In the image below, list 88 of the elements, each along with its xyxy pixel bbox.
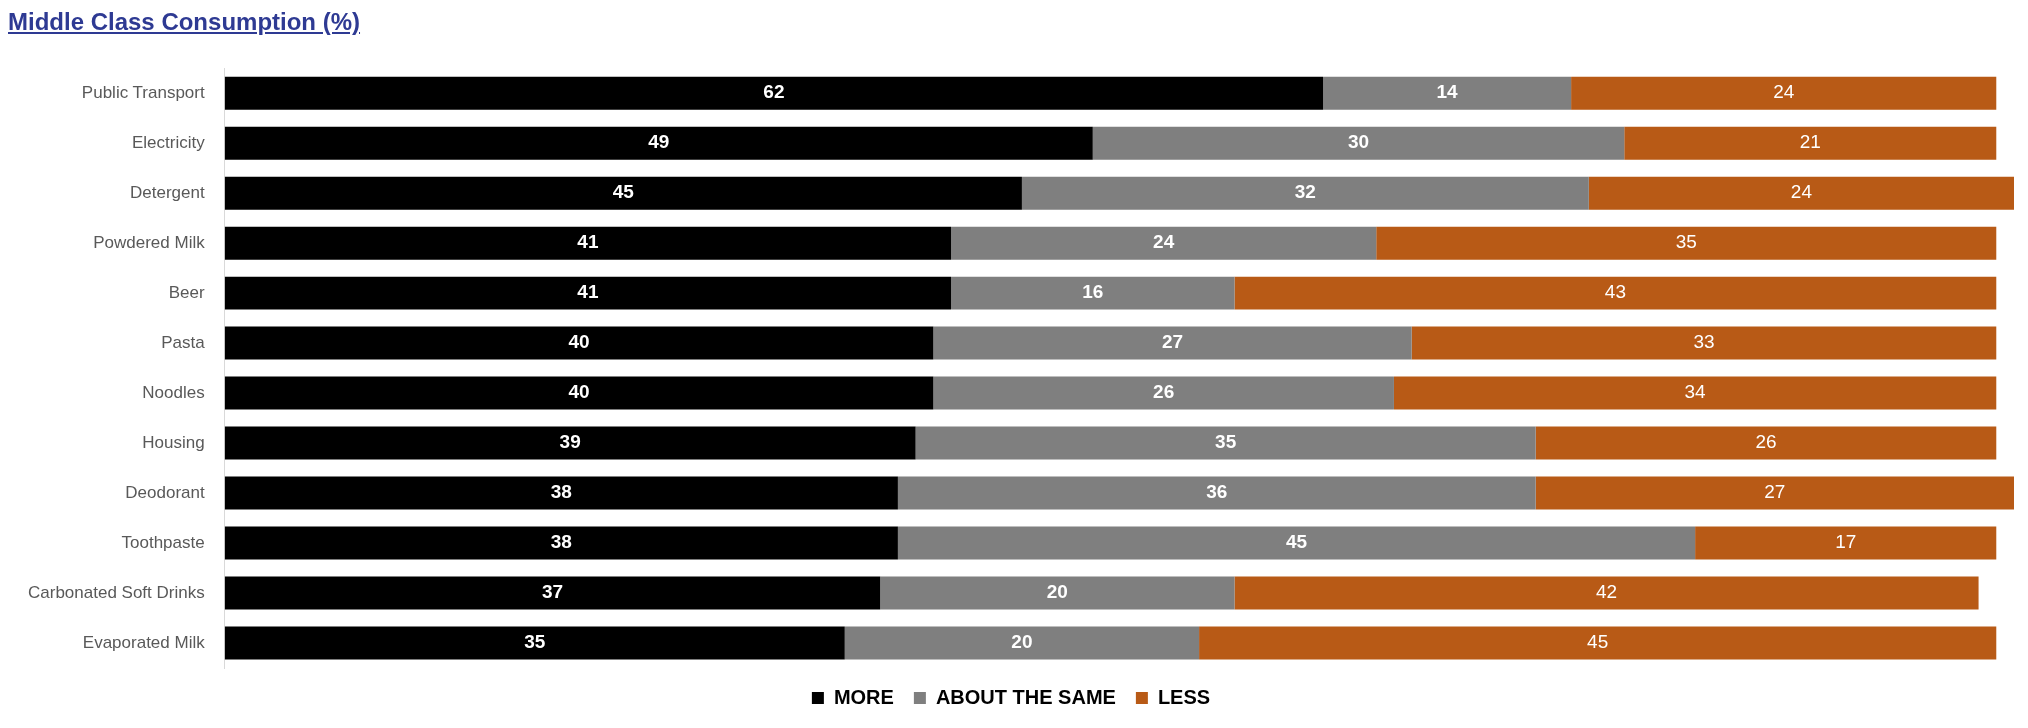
data-label: 42 xyxy=(1595,581,1618,603)
y-tick-label: Toothpaste xyxy=(121,532,205,552)
data-label: 24 xyxy=(1790,181,1813,203)
data-label: 38 xyxy=(550,481,572,503)
y-tick-label: Public Transport xyxy=(81,82,205,102)
data-label: 26 xyxy=(1755,431,1777,453)
bar xyxy=(224,226,952,260)
data-label: 34 xyxy=(1684,381,1707,403)
bar xyxy=(224,576,881,610)
y-tick-label: Electricity xyxy=(131,132,206,152)
data-label: 35 xyxy=(1215,431,1237,453)
bar xyxy=(224,476,898,510)
y-tick-label: Beer xyxy=(168,282,206,302)
data-label: 33 xyxy=(1693,331,1715,353)
bar xyxy=(897,526,1696,560)
y-tick-label: Pasta xyxy=(161,332,206,352)
bar xyxy=(224,326,934,360)
data-label: 24 xyxy=(1153,231,1175,253)
data-label: 27 xyxy=(1764,481,1786,503)
bar xyxy=(224,126,1093,160)
y-tick-label: Powdered Milk xyxy=(93,232,206,252)
data-label: 35 xyxy=(524,631,546,653)
data-label: 35 xyxy=(1675,231,1697,253)
data-label: 32 xyxy=(1294,181,1316,203)
data-label: 38 xyxy=(550,531,572,553)
data-label: 26 xyxy=(1153,381,1175,403)
data-label: 14 xyxy=(1436,81,1459,103)
legend-label: MORE xyxy=(833,685,894,708)
bar xyxy=(933,376,1394,410)
bar xyxy=(915,426,1536,460)
bar xyxy=(933,326,1412,360)
bar xyxy=(224,626,845,660)
bar xyxy=(224,426,916,460)
bar xyxy=(951,226,1377,260)
data-label: 30 xyxy=(1347,131,1370,153)
bar xyxy=(1234,276,1997,310)
y-tick-label: Carbonated Soft Drinks xyxy=(28,582,205,602)
bar xyxy=(1323,76,1572,110)
bar xyxy=(1571,76,1997,110)
data-label: 41 xyxy=(577,281,599,303)
data-label: 36 xyxy=(1206,481,1228,503)
data-label: 41 xyxy=(577,231,599,253)
data-label: 45 xyxy=(612,181,635,203)
bar xyxy=(951,276,1235,310)
y-tick-label: Detergent xyxy=(130,182,205,202)
data-label: 17 xyxy=(1835,531,1857,553)
y-tick-label: Noodles xyxy=(142,382,205,402)
bar xyxy=(1411,326,1997,360)
bar xyxy=(844,626,1200,660)
bar xyxy=(224,276,952,310)
data-label: 40 xyxy=(568,331,590,353)
bar xyxy=(1393,376,1997,410)
bar xyxy=(1092,126,1625,160)
bar xyxy=(224,76,1324,110)
data-label: 45 xyxy=(1587,631,1609,653)
y-tick-label: Evaporated Milk xyxy=(82,632,206,652)
data-label: 37 xyxy=(541,581,564,603)
chart-title: Middle Class Consumption (%) xyxy=(8,8,361,36)
data-label: 20 xyxy=(1011,631,1033,653)
data-label: 24 xyxy=(1773,81,1795,103)
data-label: 16 xyxy=(1082,281,1104,303)
bar xyxy=(1234,576,1979,610)
data-label: 20 xyxy=(1046,581,1068,603)
data-label: 49 xyxy=(648,131,670,153)
bar xyxy=(1021,176,1589,210)
data-label: 43 xyxy=(1604,281,1626,303)
y-tick-label: Housing xyxy=(142,432,205,452)
bar xyxy=(224,526,898,560)
data-label: 62 xyxy=(763,81,785,103)
data-label: 45 xyxy=(1285,531,1308,553)
bar xyxy=(224,376,934,410)
legend-label: ABOUT THE SAME xyxy=(935,685,1116,708)
legend-label: LESS xyxy=(1157,685,1211,708)
bar xyxy=(880,576,1235,610)
data-label: 27 xyxy=(1161,331,1184,353)
bar xyxy=(1535,426,1997,460)
bar xyxy=(1624,126,1997,160)
data-label: 39 xyxy=(559,431,581,453)
data-label: 40 xyxy=(568,381,590,403)
bar xyxy=(1535,476,2014,510)
bar xyxy=(1695,526,1997,560)
bar xyxy=(1588,176,2014,210)
bar xyxy=(1376,226,1997,260)
y-tick-label: Deodorant xyxy=(125,482,205,502)
data-label: 21 xyxy=(1799,131,1821,153)
bar xyxy=(1199,626,1997,660)
bar xyxy=(897,476,1536,510)
bar xyxy=(224,176,1022,210)
